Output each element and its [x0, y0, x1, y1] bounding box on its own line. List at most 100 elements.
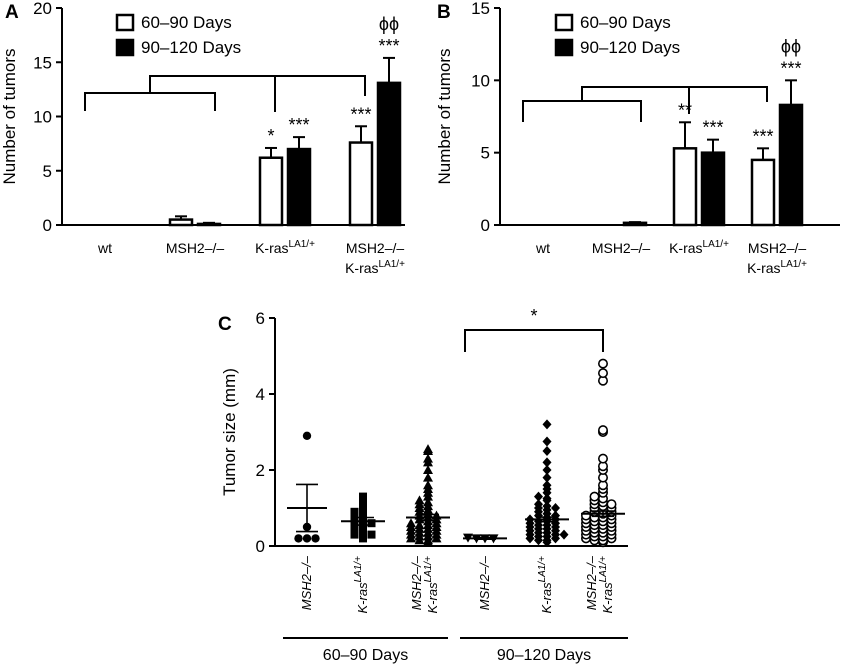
x-category-label: K-rasLA1/+ [255, 239, 315, 256]
y-tick-label: 0 [481, 216, 490, 235]
data-point [423, 497, 433, 507]
data-point [423, 453, 433, 463]
data-point [359, 492, 367, 501]
x-category-label: wt [97, 240, 112, 256]
data-point [542, 436, 552, 447]
group-label: 60–90 Days [323, 647, 408, 664]
data-point [551, 510, 560, 521]
data-point [559, 529, 569, 540]
data-point [367, 530, 376, 539]
data-point [597, 425, 608, 436]
x-category-label: K-rasLA1/+ [747, 259, 807, 276]
data-point [606, 499, 617, 510]
y-axis-label: Number of tumors [435, 48, 454, 184]
comparison-bracket [522, 100, 642, 122]
y-axis-label: Tumor size (mm) [220, 368, 239, 496]
data-point [302, 534, 312, 543]
data-point [350, 530, 359, 539]
x-category-label: MSH2–/– [346, 240, 405, 256]
data-point [542, 472, 552, 483]
panel-letter: B [437, 2, 451, 23]
significance-label: *** [378, 36, 399, 56]
x-category-label: K-rasLA1/+ [423, 556, 440, 614]
x-category-label: K-rasLA1/+ [345, 259, 405, 276]
data-point [589, 491, 600, 502]
data-point [414, 520, 425, 530]
x-category-label: MSH2–/– [477, 555, 492, 610]
data-point [580, 510, 591, 521]
data-point [597, 358, 608, 369]
x-category-label: wt [535, 240, 550, 256]
significance-label: * [267, 126, 274, 146]
y-tick-label: 4 [256, 385, 265, 404]
x-category-label: MSH2–/– [748, 240, 807, 256]
panel-letter: A [5, 2, 19, 23]
legend-swatch [554, 38, 574, 57]
comparison-bracket [464, 329, 604, 352]
data-point [551, 503, 560, 513]
y-tick-label: 6 [256, 309, 265, 328]
group-label: 90–120 Days [497, 647, 591, 664]
data-point [542, 446, 552, 456]
data-point [542, 419, 552, 430]
x-category-label: MSH2–/– [166, 240, 225, 256]
data-point [302, 431, 312, 440]
bar [168, 218, 194, 227]
bar [700, 151, 726, 227]
data-point [542, 457, 552, 468]
bar [348, 141, 374, 227]
data-point [534, 491, 543, 502]
x-category-label: MSH2–/– [584, 555, 599, 610]
y-tick-label: 15 [33, 53, 52, 72]
data-point [542, 480, 552, 491]
legend-swatch [115, 13, 135, 32]
panel-letter: C [218, 314, 232, 335]
y-tick-label: 20 [33, 0, 52, 18]
bar [286, 147, 312, 227]
comparison-bracket [149, 75, 320, 93]
data-point [597, 368, 608, 379]
data-point [534, 499, 543, 510]
data-point [423, 472, 433, 482]
data-point [350, 515, 359, 524]
data-point [311, 534, 320, 543]
data-point [542, 493, 552, 504]
data-point [359, 502, 367, 511]
significance-label: *** [752, 126, 773, 146]
data-point [423, 444, 433, 454]
significance-label: ϕϕ [379, 14, 399, 34]
data-point [367, 519, 376, 528]
data-point [423, 465, 433, 474]
data-point [542, 465, 552, 475]
x-category-label: K-rasLA1/+ [598, 556, 615, 614]
comparison-bracket [84, 92, 216, 111]
data-point [597, 453, 608, 464]
significance-label: *** [780, 58, 801, 78]
significance-label: ϕϕ [781, 36, 801, 56]
legend-swatch [115, 38, 135, 57]
legend-swatch [554, 13, 574, 32]
bar [376, 81, 402, 227]
comparison-bracket [688, 86, 768, 114]
bar [258, 156, 284, 227]
bar [778, 103, 804, 227]
x-category-label: MSH2–/– [592, 240, 651, 256]
y-tick-label: 10 [33, 108, 52, 127]
data-point [294, 534, 303, 543]
y-tick-label: 5 [481, 144, 490, 163]
comparison-bracket [581, 86, 728, 101]
legend-label: 60–90 Days [580, 13, 671, 32]
y-axis-label: Number of tumors [0, 48, 19, 184]
bar [622, 221, 648, 227]
data-point [406, 518, 416, 528]
y-tick-label: 0 [256, 537, 265, 556]
y-tick-label: 0 [43, 216, 52, 235]
data-point [359, 509, 367, 518]
x-category-label: MSH2–/– [299, 555, 314, 610]
data-point [350, 507, 359, 516]
y-tick-label: 10 [471, 71, 490, 90]
x-category-label: MSH2–/– [409, 555, 424, 610]
